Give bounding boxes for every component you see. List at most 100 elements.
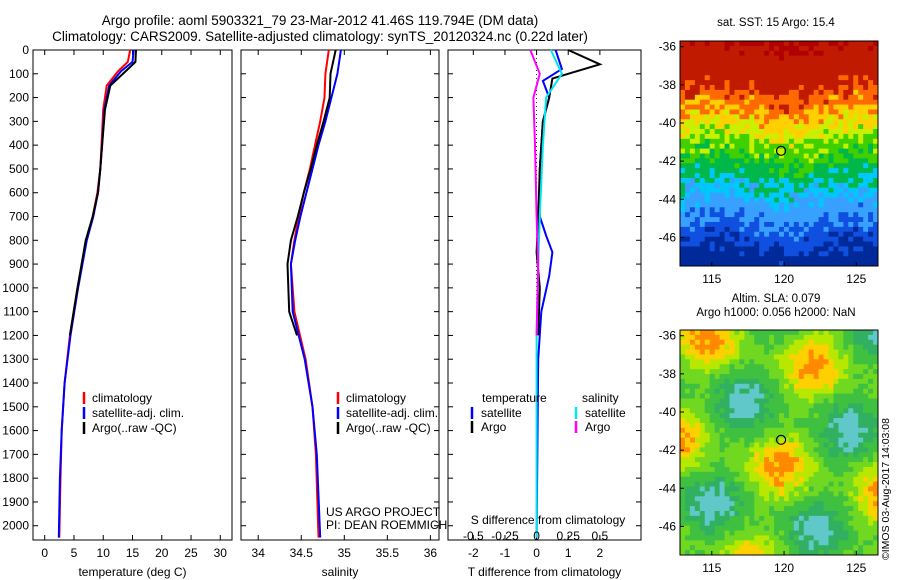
map-cell: [719, 236, 726, 243]
map-cell: [729, 447, 736, 453]
map-cell: [754, 236, 760, 243]
map-cell: [769, 50, 775, 57]
map-cell: [714, 398, 721, 404]
map-cell: [729, 525, 736, 532]
map-cell: [719, 344, 726, 351]
map-cell: [689, 124, 696, 130]
map-cell: [793, 207, 800, 213]
map-cell: [783, 226, 790, 233]
map-cell: [798, 75, 805, 81]
map-cell: [759, 520, 765, 527]
map-cell: [838, 422, 844, 429]
map-cell: [774, 452, 780, 458]
map-cell: [680, 138, 686, 145]
map-cell: [744, 466, 750, 473]
map-cell: [719, 408, 726, 414]
map-cell: [689, 520, 696, 527]
map-cell: [689, 163, 696, 169]
map-cell: [803, 94, 810, 101]
map-cell: [779, 422, 785, 429]
map-cell: [788, 427, 795, 434]
map-cell: [793, 383, 800, 390]
legend-title-salinity: salinity: [582, 391, 619, 405]
map-cell: [754, 85, 760, 91]
map-cell: [818, 398, 825, 404]
map-cell: [764, 177, 770, 184]
map-cell: [823, 202, 830, 208]
map-cell: [694, 359, 701, 365]
map-cell: [808, 525, 815, 532]
map-cell: [853, 226, 859, 233]
map-cell: [843, 163, 849, 169]
map-cell: [684, 374, 691, 380]
map-cell: [729, 236, 736, 243]
map-cell: [803, 75, 810, 81]
map-cell: [818, 442, 825, 448]
map-cell: [764, 427, 770, 434]
map-cell: [803, 182, 810, 189]
map-cell: [709, 50, 716, 57]
map-cell: [783, 422, 790, 429]
map-cell: [684, 124, 691, 130]
map-cell: [754, 437, 760, 444]
map-cell: [868, 383, 874, 390]
map-cell: [838, 515, 844, 522]
map-cell: [853, 124, 859, 130]
map-cell: [873, 133, 878, 140]
map-cell: [843, 506, 849, 512]
map-cell: [853, 50, 859, 57]
map-cell: [848, 143, 854, 150]
map-cell: [868, 501, 874, 507]
map-cell: [788, 393, 795, 400]
map-cell: [853, 55, 859, 62]
map-cell: [714, 256, 721, 262]
map-cell: [749, 476, 755, 483]
map-cell: [858, 364, 864, 370]
map-cell: [704, 515, 711, 522]
map-cell: [754, 212, 760, 218]
map-cell: [680, 349, 686, 356]
map-cell: [868, 153, 874, 159]
map-cell: [724, 466, 731, 473]
map-cell: [793, 246, 800, 252]
map-cell: [774, 334, 780, 341]
map-cell: [709, 60, 716, 67]
map-cell: [684, 369, 691, 375]
map-cell: [828, 515, 835, 522]
map-cell: [853, 153, 859, 159]
map-cell: [714, 226, 721, 233]
map-cell: [694, 530, 701, 537]
map-cell: [689, 339, 696, 346]
map-cell: [803, 462, 810, 468]
map-cell: [779, 231, 785, 238]
map-cell: [714, 378, 721, 385]
map-cell: [739, 422, 745, 429]
map-cell: [749, 427, 755, 434]
map-cell: [704, 256, 711, 262]
map-cell: [873, 192, 878, 199]
map-cell: [739, 173, 745, 179]
map-cell: [759, 452, 765, 458]
map-cell: [828, 124, 835, 130]
map-cell: [764, 383, 770, 390]
map-cell: [808, 202, 815, 208]
map-cell: [764, 231, 770, 238]
map-cell: [684, 192, 691, 199]
map-cell: [774, 530, 780, 537]
map-cell: [714, 520, 721, 527]
map-cell: [724, 231, 731, 238]
map-cell: [788, 437, 795, 444]
map-cell: [873, 535, 878, 541]
sst-map-frame: [679, 40, 879, 267]
map-cell: [833, 471, 839, 478]
map-cell: [783, 261, 790, 266]
map-cell: [843, 80, 849, 86]
map-cell: [858, 457, 864, 463]
map-cell: [704, 143, 711, 150]
map-cell: [863, 550, 869, 555]
map-cell: [774, 550, 780, 555]
map-cell: [694, 457, 701, 463]
map-cell: [744, 364, 750, 370]
map-cell: [843, 403, 849, 409]
map-cell: [783, 197, 790, 204]
